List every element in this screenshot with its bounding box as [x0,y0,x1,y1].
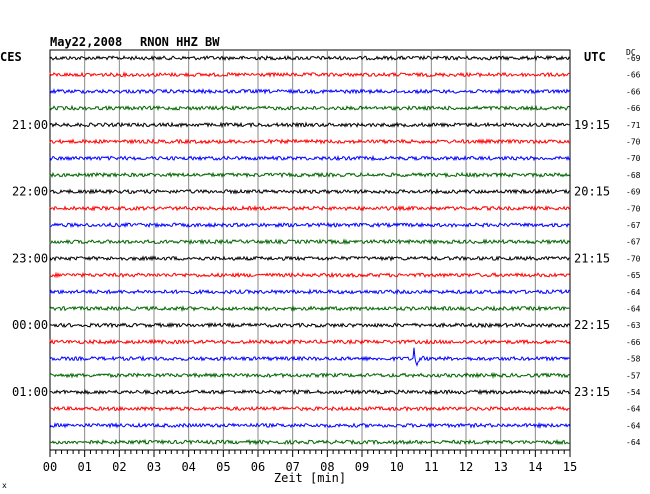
seismic-trace [49,338,571,346]
seismic-trace [49,104,571,112]
dc-offset-label: -70 [626,138,641,147]
seismic-trace [49,171,571,179]
seismic-trace [49,438,571,446]
seismic-trace [49,347,571,367]
seismic-trace [49,204,571,212]
x-tick-label: 12 [459,460,473,474]
seismic-trace [49,255,571,262]
dc-header-label: DC [626,48,636,57]
dc-offset-label: -67 [626,221,641,230]
station-label: RNON HHZ BW [140,35,220,49]
left-time-label: 23:00 [12,251,48,265]
left-timezone-label: CES [0,50,22,64]
dc-offset-label: -64 [626,305,641,314]
x-tick-label: 05 [216,460,230,474]
seismic-trace [49,321,571,329]
seismic-trace [49,371,571,379]
dc-offset-label: -65 [626,271,641,280]
x-tick-label: 00 [43,460,57,474]
dc-offset-label: -66 [626,87,641,96]
left-time-label: 01:00 [12,385,48,399]
seismic-trace [49,221,571,229]
seismic-trace [49,405,571,412]
date-label: May22,2008 [50,35,122,49]
left-time-label: 22:00 [12,185,48,199]
x-axis: 00 01 02 03 04 05 06 07 08 09 10 11 12 13 14 15 [43,450,577,474]
dc-offset-label: -66 [626,104,641,113]
seismic-trace [49,305,571,312]
seismic-trace [49,188,571,195]
dc-offset-label: -64 [626,288,641,297]
seismic-trace [49,71,571,79]
seismic-trace [49,421,571,429]
x-tick-label: 01 [77,460,91,474]
right-timezone-label: UTC [584,50,606,64]
dc-offset-label: -63 [626,321,641,330]
dc-offset-label: -69 [626,54,641,63]
seismic-trace [49,271,571,279]
seismic-trace [49,238,571,246]
dc-offset-label: -70 [626,204,641,213]
left-time-label: 00:00 [12,318,48,332]
right-time-label: 20:15 [574,185,610,199]
dc-offset-label: -70 [626,154,641,163]
left-time-label: 21:00 [12,118,48,132]
seismic-trace [49,288,571,296]
x-tick-label: 02 [112,460,126,474]
right-time-label: 22:15 [574,318,610,332]
seismic-trace [49,121,571,129]
x-tick-label: 13 [493,460,507,474]
seismic-trace [49,54,571,62]
x-tick-label: 11 [424,460,438,474]
dc-offset-label: -71 [626,121,641,130]
dc-offset-label: -64 [626,421,641,430]
seismic-trace [49,138,571,145]
corner-mark: x [2,481,7,490]
x-tick-label: 03 [147,460,161,474]
dc-offset-label: -64 [626,438,641,447]
right-time-label: 21:15 [574,251,610,265]
x-axis-label: Zeit [min] [274,471,346,485]
x-tick-label: 07 [285,460,299,474]
traces [49,54,571,446]
right-time-label: 23:15 [574,385,610,399]
dc-offset-label: -66 [626,71,641,80]
dc-offset-label: -58 [626,355,641,364]
dc-offset-label: -64 [626,405,641,414]
dc-offset-label: -67 [626,238,641,247]
left-time-labels: 21:00 22:00 23:00 00:00 01:00 [12,118,48,399]
x-tick-label: 15 [563,460,577,474]
dc-offset-label: -57 [626,371,641,380]
x-tick-label: 09 [355,460,369,474]
dc-offset-label: -69 [626,188,641,197]
seismic-trace [49,388,571,396]
seismic-trace [49,87,571,95]
dc-offset-label: -66 [626,338,641,347]
dc-offset-label: -68 [626,171,641,180]
x-tick-label: 08 [320,460,334,474]
dc-offset-label: -54 [626,388,641,397]
grid [49,49,571,451]
right-time-labels: 19:15 20:15 21:15 22:15 23:15 [574,118,610,399]
dc-offset-labels: -69 -66 -66 -66 -71 -70 -70 -68 -69 -70 -67 -67 -70 -… [626,54,641,447]
x-tick-label: 04 [181,460,195,474]
plot-frame [49,49,571,451]
right-time-label: 19:15 [574,118,610,132]
x-tick-label: 06 [251,460,265,474]
dc-offset-label: -70 [626,254,641,263]
x-tick-label: 10 [389,460,403,474]
seismic-trace [49,154,571,162]
x-tick-label: 14 [528,460,542,474]
